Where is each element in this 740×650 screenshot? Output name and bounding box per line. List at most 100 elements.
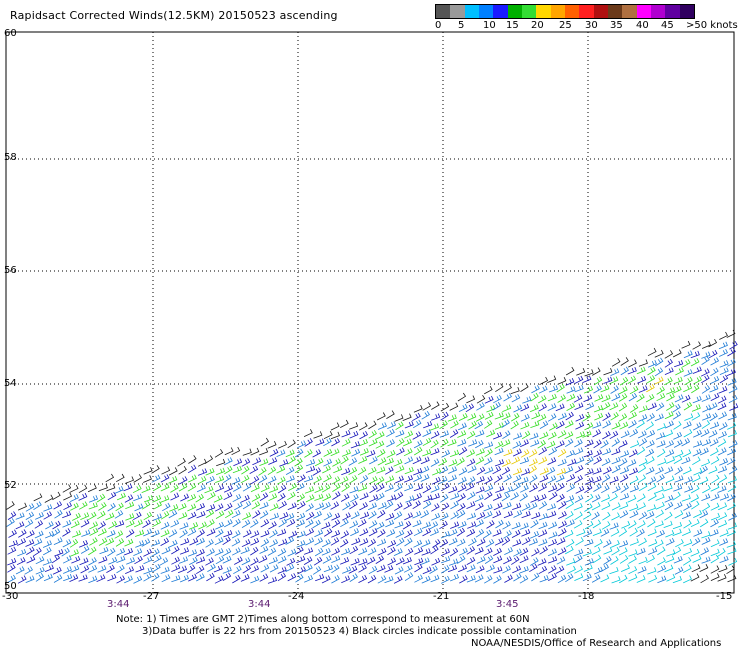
wind-barb	[629, 404, 639, 413]
wind-barb	[7, 574, 16, 583]
wind-barb	[484, 448, 493, 458]
wind-barb	[89, 527, 99, 536]
wind-barb	[636, 547, 646, 556]
wind-barb	[459, 575, 468, 584]
wind-barb	[340, 419, 349, 428]
wind-barb	[268, 521, 277, 530]
wind-barb	[475, 413, 485, 422]
wind-barb	[143, 556, 153, 565]
wind-barb	[530, 557, 539, 566]
wind-barb	[501, 536, 511, 546]
wind-barb	[232, 574, 241, 584]
wind-barb	[177, 502, 187, 511]
wind-barb	[63, 502, 72, 511]
wind-barb	[611, 456, 621, 465]
wind-barb	[700, 547, 710, 556]
wind-barb	[529, 432, 539, 440]
wind-barb	[142, 519, 151, 528]
wind-barb	[384, 500, 394, 510]
wind-barb	[439, 465, 449, 474]
wind-barb	[537, 439, 546, 449]
wind-barb	[260, 484, 270, 493]
wind-barb	[305, 459, 316, 467]
wind-barb	[304, 449, 313, 458]
wind-barb	[574, 439, 583, 448]
wind-barb	[70, 502, 79, 511]
wind-barb	[727, 547, 737, 555]
wind-barb	[691, 564, 701, 573]
wind-barb	[621, 520, 631, 529]
wind-barb	[251, 501, 261, 510]
wind-barb	[187, 464, 197, 474]
wind-barb	[206, 548, 215, 557]
wind-barb	[422, 484, 432, 494]
wind-barb	[576, 528, 586, 537]
latitude-label: 56	[4, 265, 17, 276]
wind-barb	[141, 500, 151, 510]
wind-barb	[196, 573, 205, 582]
wind-barb	[611, 421, 621, 430]
latitude-label: 60	[4, 28, 17, 39]
wind-barb	[413, 483, 424, 492]
wind-barb	[430, 447, 440, 456]
wind-barb	[412, 412, 421, 422]
wind-barb	[620, 484, 629, 493]
wind-barb	[683, 350, 693, 359]
wind-barb	[107, 547, 116, 557]
wind-barb	[232, 483, 242, 492]
legend-swatch	[536, 5, 551, 18]
wind-barb	[628, 555, 637, 564]
wind-barb	[647, 518, 656, 528]
wind-barb	[646, 383, 655, 393]
wind-barb	[143, 475, 152, 483]
wind-barb	[376, 564, 386, 573]
wind-barb	[287, 439, 296, 449]
wind-barb	[375, 555, 385, 564]
wind-barb	[215, 555, 225, 565]
wind-barb	[53, 574, 63, 583]
wind-barb	[718, 411, 728, 420]
wind-barb	[450, 521, 460, 529]
wind-barb	[484, 395, 494, 404]
wind-barb	[557, 377, 567, 385]
wind-barb	[594, 412, 604, 421]
wind-barb	[450, 492, 460, 500]
wind-barb	[314, 537, 324, 546]
wind-barb	[692, 395, 702, 404]
wind-barb	[673, 431, 683, 440]
wind-barb	[24, 519, 34, 528]
wind-barb	[178, 483, 188, 492]
wind-barb	[285, 449, 295, 458]
wind-barb	[593, 376, 603, 386]
wind-barb	[404, 483, 414, 492]
wind-barb	[692, 422, 702, 431]
wind-barb	[196, 529, 205, 538]
wind-barb	[431, 413, 441, 421]
wind-barb	[521, 510, 531, 519]
wind-barb	[432, 467, 442, 476]
wind-barb	[548, 484, 558, 493]
wind-barb	[729, 340, 738, 350]
wind-barb	[493, 394, 502, 404]
wind-barb	[583, 385, 594, 394]
wind-barb	[654, 357, 664, 367]
wind-barb	[342, 512, 351, 521]
wind-barb	[700, 428, 710, 437]
wind-barb	[701, 394, 711, 402]
wind-barb	[376, 492, 385, 501]
wind-barb	[501, 492, 511, 502]
wind-barb	[43, 573, 53, 582]
wind-barb	[106, 530, 116, 538]
wind-barb	[25, 539, 35, 547]
wind-barb	[402, 413, 412, 421]
time-label: 3:44	[107, 599, 130, 610]
wind-barb	[709, 438, 719, 447]
wind-barb	[672, 546, 682, 556]
wind-barb	[385, 475, 395, 484]
wind-barb	[565, 545, 574, 555]
wind-barb	[267, 547, 277, 556]
wind-barb	[448, 459, 458, 467]
wind-barb	[98, 483, 108, 492]
wind-barb	[80, 545, 90, 554]
wind-barb	[528, 465, 537, 475]
